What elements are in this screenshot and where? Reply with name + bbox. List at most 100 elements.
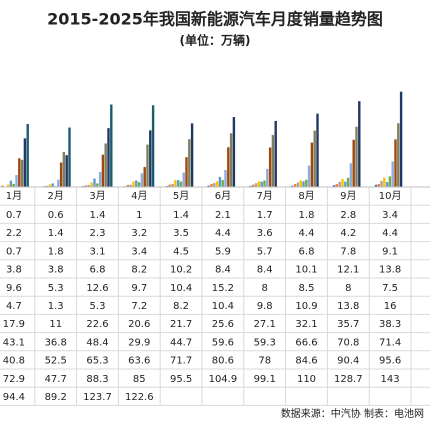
bar: [249, 185, 252, 187]
table-cell: 4.7: [6, 301, 22, 312]
table-cell: 78: [258, 356, 271, 367]
bar: [12, 183, 15, 187]
bar: [171, 184, 174, 187]
table-cell: 52.5: [45, 356, 67, 367]
bar: [252, 184, 255, 187]
bar: [140, 173, 144, 187]
table-cell: 95.5: [170, 374, 192, 385]
bar: [399, 91, 403, 187]
bar: [18, 158, 21, 187]
bar: [218, 176, 222, 187]
bar: [391, 161, 394, 187]
bar: [377, 184, 380, 187]
table-cell: 122.6: [125, 392, 154, 403]
bar: [96, 183, 99, 187]
x-tick-label: 4月: [131, 190, 147, 202]
table-cell: 89.2: [45, 392, 67, 403]
bar: [263, 180, 266, 187]
table-cell: 5.3: [48, 283, 64, 294]
table-cell: 94.4: [3, 392, 25, 403]
bar: [210, 184, 213, 187]
bar: [254, 183, 258, 187]
table-cell: 6.8: [90, 265, 106, 276]
x-tick-label: 3月: [89, 190, 105, 202]
bar: [266, 168, 269, 187]
table-cell: 84.6: [295, 356, 317, 367]
bar: [316, 113, 319, 187]
bar: [313, 130, 316, 187]
table-cell: 32.1: [295, 319, 317, 330]
table-cell: 11: [49, 319, 62, 330]
table-cell: 3.5: [173, 228, 189, 239]
table-cell: 4.4: [299, 228, 315, 239]
table-cell: 4.4: [382, 228, 398, 239]
bar: [355, 126, 358, 187]
table-cell: 10.9: [295, 301, 317, 312]
bar: [207, 185, 210, 187]
table-cell: 88.3: [86, 374, 108, 385]
bar: [380, 180, 383, 187]
table-cell: 2.2: [6, 228, 22, 239]
table-cell: 9.7: [131, 283, 147, 294]
bar: [271, 135, 275, 187]
table-cell: 1.8: [48, 246, 64, 257]
table-cell: 0.7: [6, 246, 22, 257]
table-cell: 7.5: [382, 283, 398, 294]
bar: [48, 184, 52, 187]
bar: [132, 181, 135, 187]
x-tick-label: 10月: [379, 190, 402, 202]
table-cell: 38.3: [379, 319, 401, 330]
bar: [293, 184, 297, 187]
bar: [224, 169, 227, 187]
table-cell: 2.3: [90, 228, 106, 239]
table-cell: 8.4: [257, 265, 273, 276]
table-cell: 16: [384, 301, 397, 312]
bar: [346, 177, 350, 187]
x-tick-label: 1月: [6, 190, 22, 202]
table-cell: 7.2: [131, 301, 147, 312]
bar: [221, 180, 224, 187]
table-cell: 25.6: [212, 319, 234, 330]
table-cell: 10.4: [212, 301, 234, 312]
table-cell: 104.9: [209, 374, 238, 385]
table-cell: 17.9: [3, 319, 25, 330]
table-cell: 12.1: [337, 265, 359, 276]
table-cell: 3.4: [382, 210, 398, 221]
bar: [107, 128, 110, 187]
bar: [62, 152, 66, 187]
table-cell: 1.4: [173, 210, 189, 221]
bar: [274, 120, 277, 187]
table-cell: 3.6: [257, 228, 273, 239]
table-cell: 9.8: [257, 301, 273, 312]
chart-subtitle: (单位：万辆): [180, 33, 251, 48]
bar: [20, 159, 24, 187]
bar: [68, 127, 71, 187]
table-cell: 3.4: [131, 246, 147, 257]
bar: [291, 185, 294, 187]
bar: [388, 176, 392, 187]
bar: [15, 175, 18, 187]
source-note: 数据来源：中汽协 制表：电池网: [281, 407, 424, 420]
bar: [341, 178, 344, 187]
table-cell: 80.6: [212, 356, 234, 367]
bar: [352, 139, 355, 187]
bar: [310, 142, 314, 187]
table-cell: 99.1: [254, 374, 276, 385]
table-cell: 128.7: [334, 374, 363, 385]
table-cell: 66.6: [295, 337, 317, 348]
table-cell: 1.4: [48, 228, 64, 239]
bar: [98, 171, 102, 187]
table-cell: 1.8: [299, 210, 315, 221]
bar: [383, 177, 386, 187]
bar: [51, 183, 54, 187]
table-cell: 43.1: [3, 337, 25, 348]
table-cell: 9.1: [382, 246, 398, 257]
table-cell: 5.9: [215, 246, 231, 257]
table-cell: 143: [381, 374, 400, 385]
table-cell: 13.8: [337, 301, 359, 312]
table-cell: 110: [297, 374, 316, 385]
bar: [135, 180, 138, 187]
table-cell: 7.8: [340, 246, 356, 257]
bar: [146, 144, 149, 187]
table-cell: 47.7: [45, 374, 67, 385]
